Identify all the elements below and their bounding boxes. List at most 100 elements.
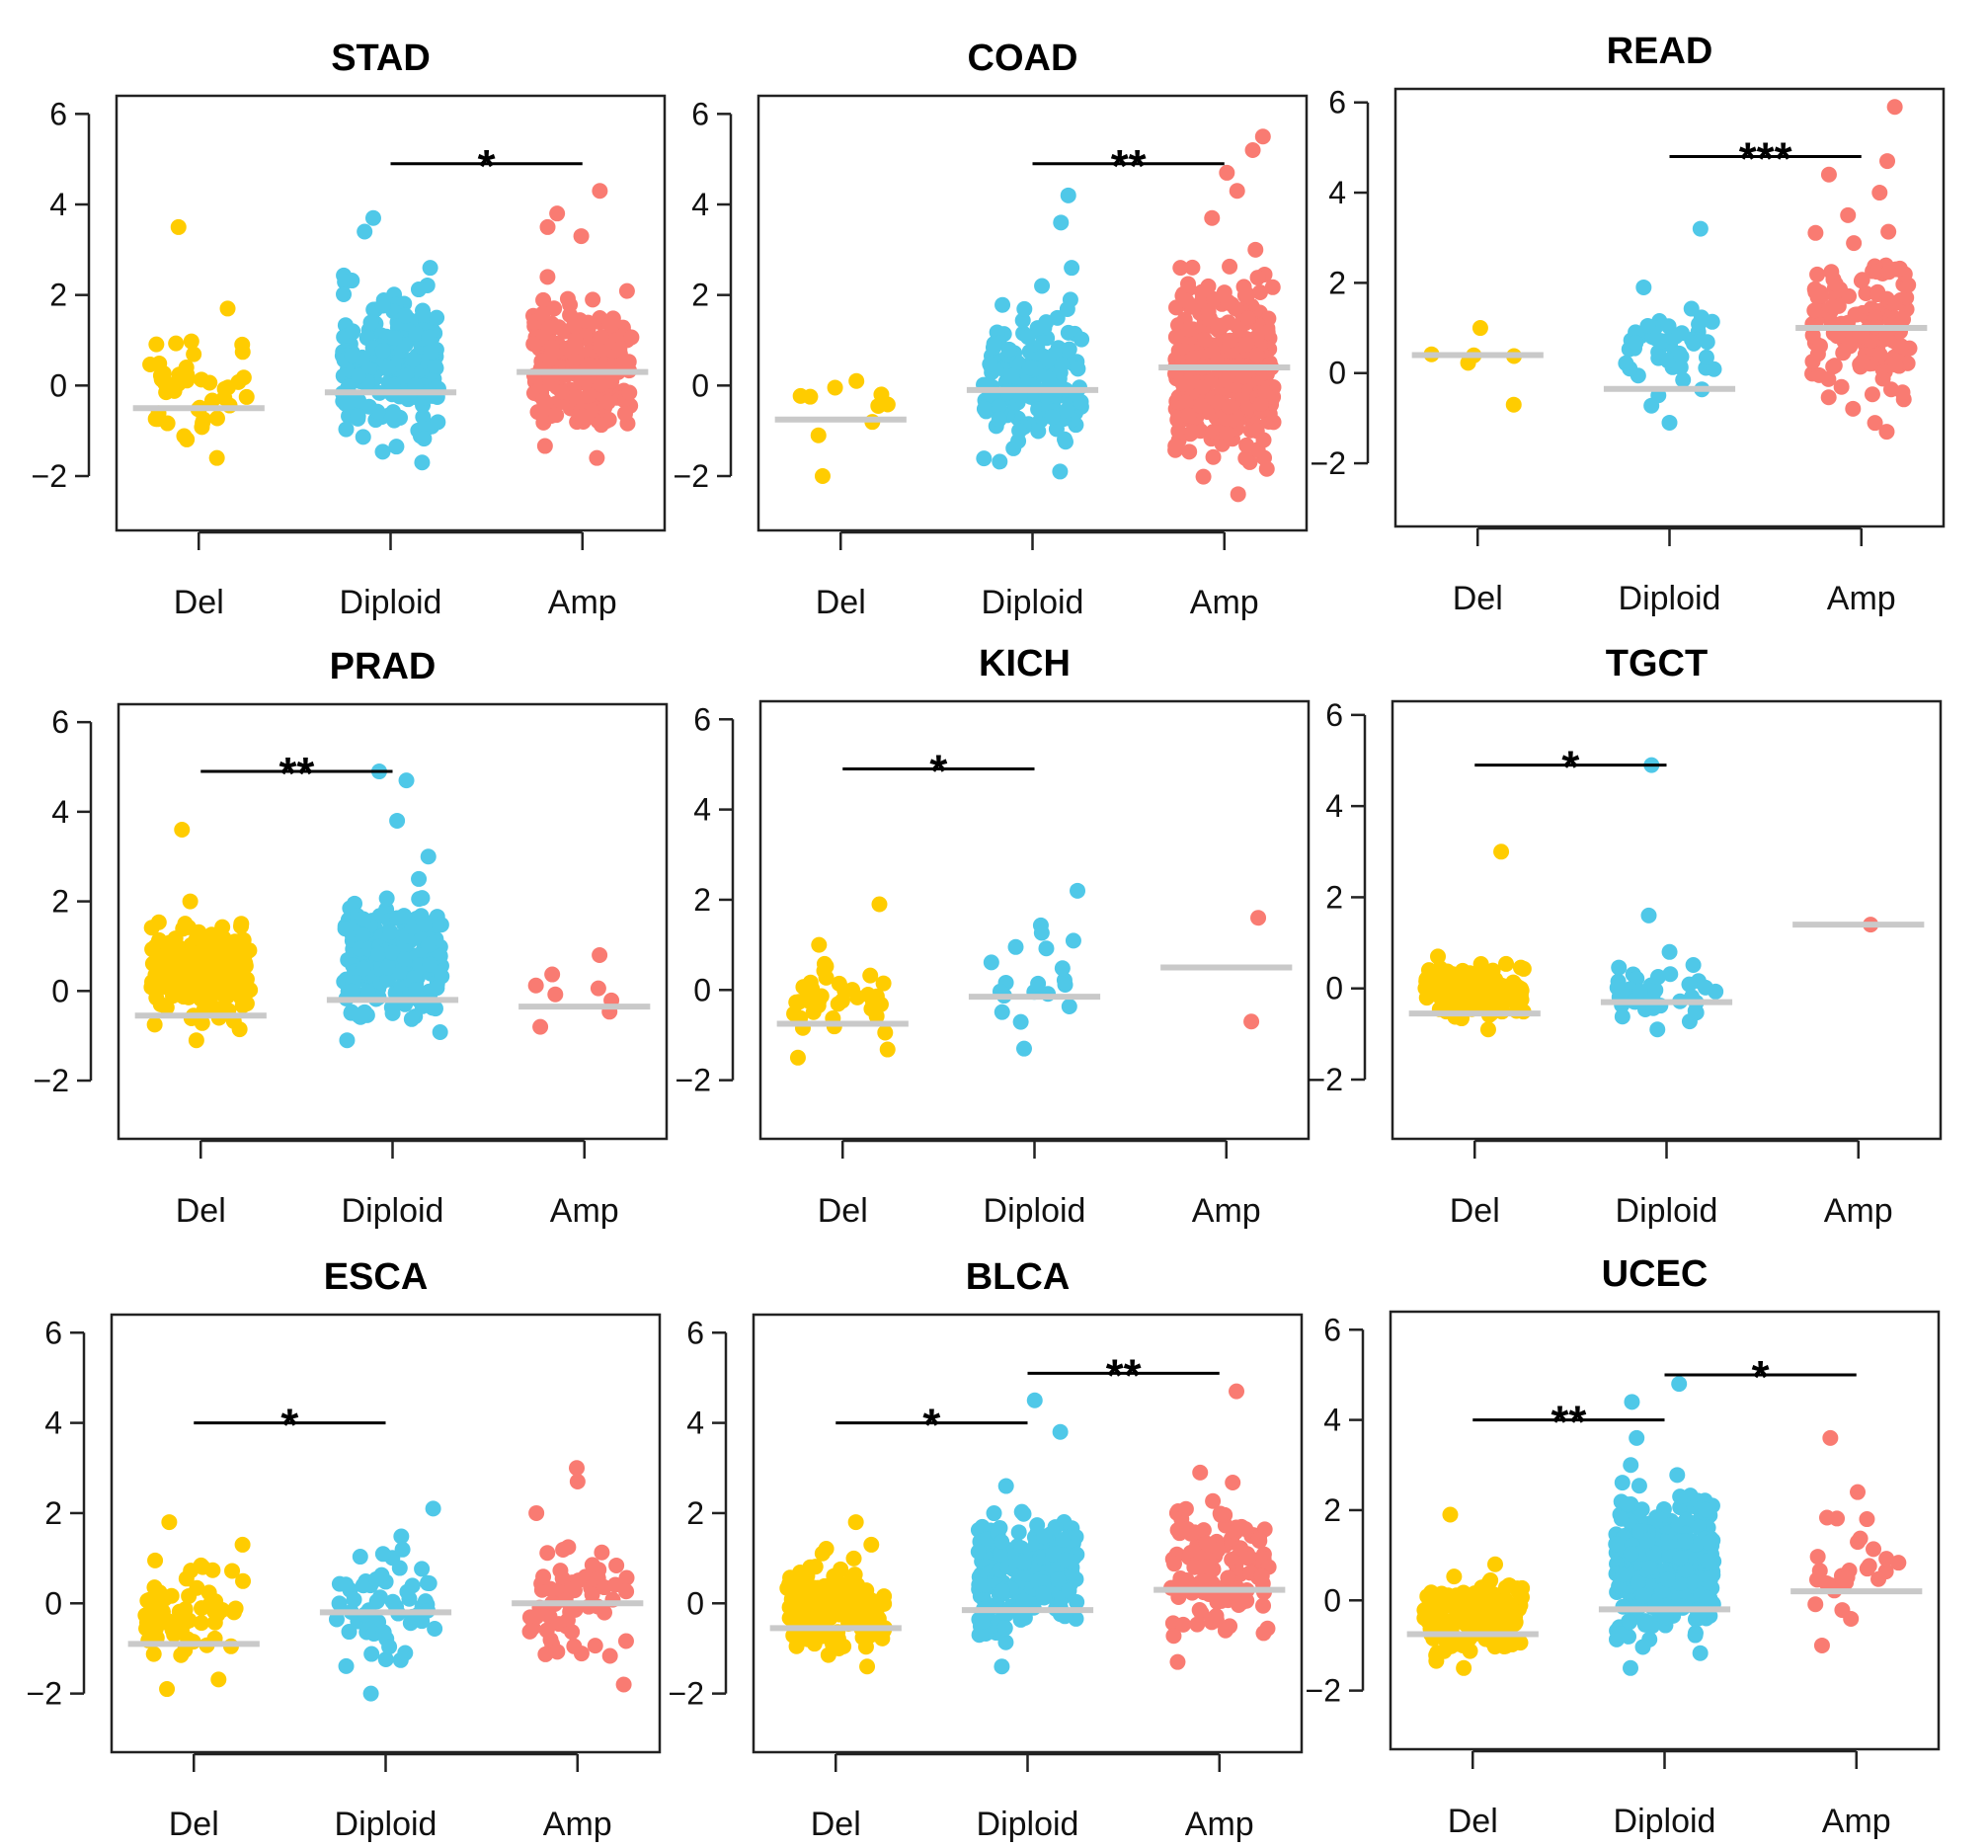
group-diploid (1618, 220, 1722, 431)
group-del (143, 822, 259, 1049)
group-diploid (1608, 1376, 1722, 1676)
data-point (1059, 300, 1075, 317)
data-point (1021, 360, 1038, 376)
data-point (389, 812, 406, 829)
y-tick-label: 4 (51, 794, 69, 830)
data-point (382, 924, 399, 940)
data-point (1167, 329, 1184, 346)
data-point (355, 1577, 371, 1594)
y-tick-label: 6 (49, 96, 67, 131)
data-point (1869, 264, 1885, 281)
y-tick-label: 4 (1325, 788, 1343, 824)
panel-read: READ −2 0 2 4 6 Del Diploid Amp *** (1311, 31, 1946, 617)
data-point (1057, 1552, 1074, 1568)
data-point (1442, 1506, 1459, 1523)
data-point (188, 1032, 204, 1049)
data-point (1205, 1492, 1222, 1509)
data-point (1614, 982, 1630, 999)
data-point (1826, 358, 1843, 374)
data-point (534, 305, 551, 322)
data-point (1470, 1616, 1486, 1633)
data-point (1458, 995, 1474, 1011)
data-point (423, 344, 439, 361)
data-point (862, 1627, 879, 1644)
data-point (411, 891, 428, 908)
data-point (1804, 353, 1821, 369)
panel-tgct: TGCT −2 0 2 4 6 Del Diploid Amp * (1308, 643, 1943, 1230)
data-point (1647, 982, 1664, 999)
data-point (416, 431, 433, 447)
data-point (1505, 396, 1522, 413)
data-point (1192, 397, 1209, 414)
data-point (1807, 224, 1824, 241)
data-point (1019, 329, 1036, 346)
y-tick-label: −2 (1306, 1673, 1341, 1709)
data-point (367, 1570, 384, 1587)
data-point (170, 218, 187, 235)
data-point (1229, 183, 1245, 200)
x-tick-label: Diploid (340, 584, 442, 621)
data-point (399, 1583, 416, 1600)
data-point (548, 407, 565, 424)
y-tick-label: −2 (676, 1063, 711, 1098)
data-point (1699, 1553, 1715, 1569)
data-point (566, 1638, 583, 1654)
data-point (1854, 272, 1870, 288)
data-point (803, 1559, 820, 1575)
data-point (1248, 347, 1265, 363)
data-point (183, 333, 199, 350)
data-point (408, 326, 425, 343)
x-tick-label: Del (1448, 1803, 1498, 1840)
data-point (1192, 1464, 1209, 1481)
data-point (1029, 1517, 1046, 1534)
data-point (986, 1505, 1002, 1522)
data-point (428, 917, 444, 933)
data-point (1462, 970, 1478, 987)
x-tick-label: Diploid (1619, 580, 1721, 617)
data-point (1180, 321, 1197, 338)
data-point (421, 329, 437, 346)
data-point (396, 950, 413, 967)
data-point (564, 1624, 581, 1641)
data-point (1672, 1488, 1689, 1505)
data-point (419, 1574, 436, 1591)
data-point (978, 1625, 994, 1642)
data-point (378, 890, 395, 907)
y-tick-label: 0 (1328, 356, 1346, 391)
data-point (1196, 332, 1213, 349)
data-point (374, 297, 391, 314)
data-point (1003, 367, 1020, 384)
data-point (1230, 486, 1246, 503)
data-point (1191, 1602, 1208, 1619)
data-point (403, 1010, 420, 1027)
data-point (397, 307, 414, 324)
data-point (553, 384, 570, 401)
x-tick-label: Amp (1190, 584, 1259, 621)
data-point (1222, 1618, 1238, 1635)
data-point (1218, 410, 1234, 427)
data-point (1446, 1568, 1463, 1585)
data-point (429, 309, 445, 326)
data-point (432, 1024, 448, 1041)
data-point (1640, 907, 1657, 924)
data-point (383, 999, 400, 1015)
y-tick-label: 2 (1328, 265, 1346, 300)
significance-stars: ** (1111, 140, 1147, 192)
data-point (1818, 1509, 1835, 1526)
data-point (146, 1597, 163, 1614)
data-point (1858, 284, 1874, 301)
data-point (1220, 1569, 1236, 1586)
x-tick-label: Amp (1827, 580, 1896, 617)
data-point (1233, 1540, 1249, 1557)
y-tick-label: 2 (51, 884, 69, 920)
data-point (1178, 292, 1195, 309)
data-point (182, 893, 199, 910)
data-point (1867, 415, 1883, 432)
data-point (866, 1604, 883, 1621)
data-point (1870, 1570, 1887, 1587)
data-point (356, 960, 372, 977)
data-point (1010, 1524, 1027, 1541)
data-point (1893, 338, 1910, 355)
data-point (1850, 1484, 1867, 1500)
data-point (540, 319, 557, 336)
